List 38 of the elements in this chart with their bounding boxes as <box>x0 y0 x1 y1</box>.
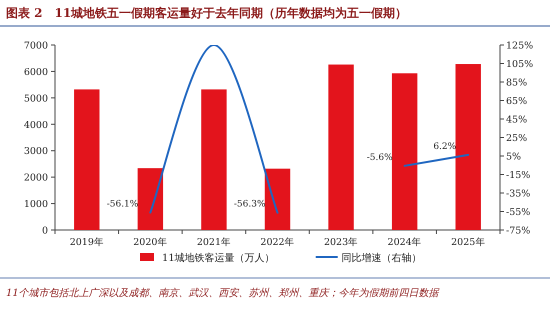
x-tick-label: 2023年 <box>324 236 358 248</box>
chart-title: 图表 2 11城地铁五一假期客运量好于去年同期（历年数据均为五一假期） <box>6 6 408 20</box>
y2-tick-label: 85% <box>506 78 528 88</box>
bar <box>74 89 100 230</box>
legend-label: 11城地铁客运量（万人） <box>162 252 275 264</box>
y2-tick-label: 65% <box>506 96 528 107</box>
x-tick-label: 2019年 <box>70 236 104 248</box>
x-tick-label: 2025年 <box>451 236 486 248</box>
y2-tick-label: 45% <box>506 114 528 126</box>
bar <box>456 64 481 230</box>
y-tick-label: 3000 <box>24 146 48 158</box>
y-tick-label: 4000 <box>24 120 48 131</box>
y-tick-label: 6000 <box>24 66 48 78</box>
y2-tick-label: -15% <box>506 170 530 181</box>
y-tick-label: 0 <box>42 226 48 236</box>
bar <box>201 89 227 230</box>
y-tick-label: 7000 <box>24 40 48 52</box>
y2-tick-label: 125% <box>506 40 534 52</box>
bar <box>264 168 290 230</box>
x-tick-label: 2022年 <box>260 236 295 248</box>
legend-label: 同比增速（右轴） <box>342 252 422 264</box>
y2-tick-label: -35% <box>506 188 530 200</box>
bar <box>138 168 164 230</box>
x-tick-label: 2020年 <box>133 236 168 248</box>
y2-tick-label: 5% <box>506 152 522 162</box>
text: 11个城市包括北上广深以及成都、南京、武汉、西安、苏州、郑州、重庆；今年为假期前四日数据 <box>6 287 440 299</box>
y2-tick-label: 25% <box>506 133 528 144</box>
x-tick-label: 2021年 <box>196 236 232 248</box>
data-label: -56.3% <box>234 200 266 210</box>
bar <box>392 73 418 230</box>
y2-tick-label: -55% <box>506 207 530 218</box>
y-tick-label: 1000 <box>24 199 48 210</box>
y2-tick-label: 105% <box>506 59 534 70</box>
y2-tick-label: -75% <box>506 226 530 236</box>
bar <box>328 64 354 230</box>
x-tick-label: 2024年 <box>388 236 422 248</box>
y-tick-label: 2000 <box>24 172 48 184</box>
y-tick-label: 5000 <box>24 93 48 104</box>
